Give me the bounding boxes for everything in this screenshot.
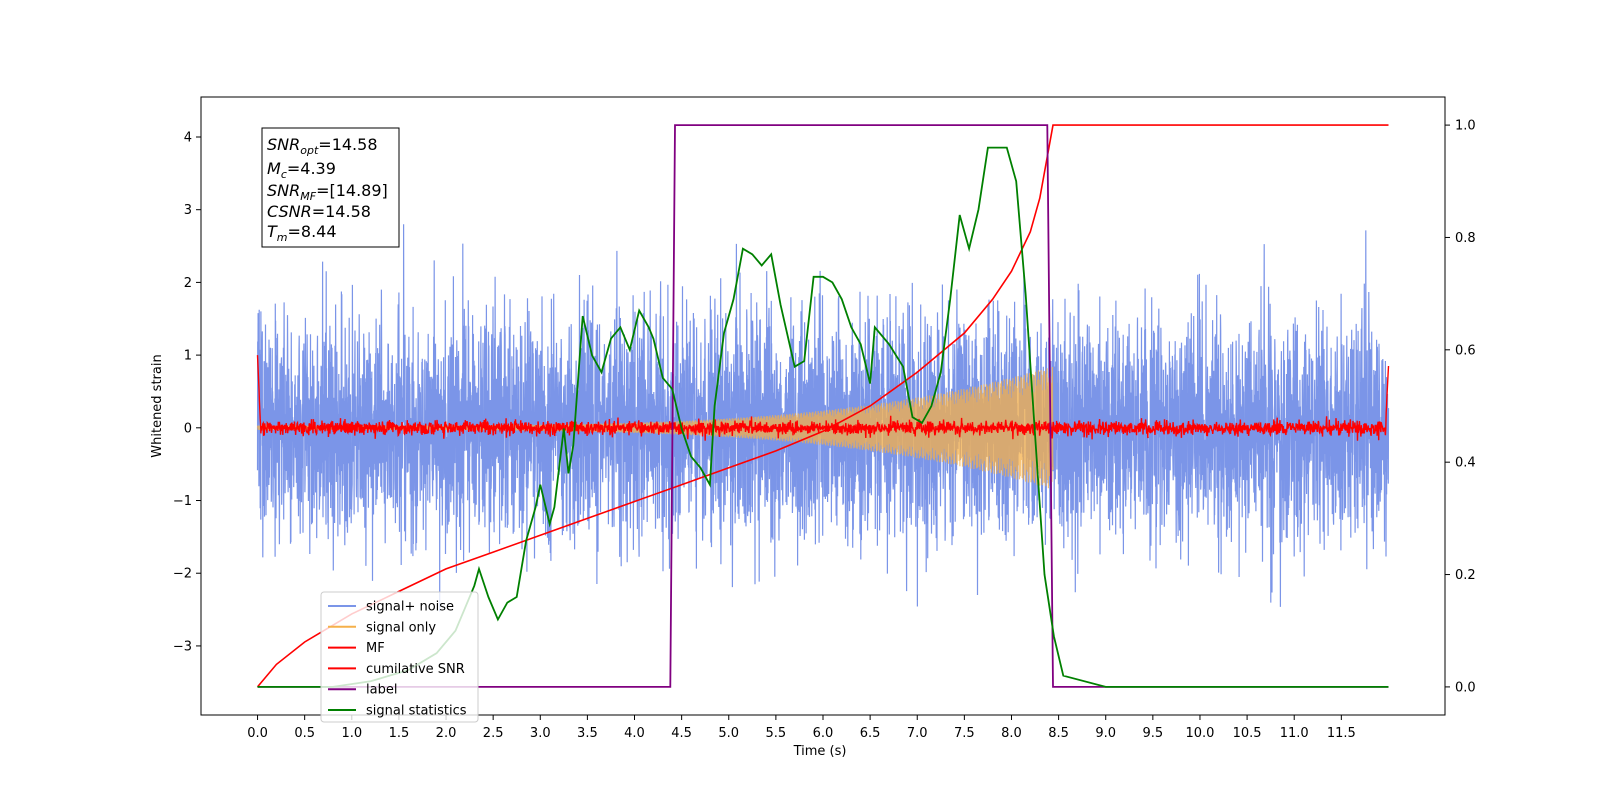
y-right-tick-label: 0.2 xyxy=(1455,568,1476,583)
x-tick-label: 5.5 xyxy=(766,726,787,741)
svg-text:SNRMF=[14.89]: SNRMF=[14.89] xyxy=(267,181,388,203)
x-tick-label: 6.0 xyxy=(813,726,834,741)
x-tick-label: 1.5 xyxy=(389,726,410,741)
y-right-tick-label: 0.6 xyxy=(1455,343,1476,358)
annotation-box: SNRopt=14.58 Mc=4.39 SNRMF=[14.89] CSNR=… xyxy=(262,128,399,247)
y-tick-label: 0 xyxy=(184,421,192,436)
y-axis-label: Whitened strain xyxy=(150,354,165,457)
y-right-tick-label: 0.4 xyxy=(1455,456,1476,471)
y-right-tick-label: 0.8 xyxy=(1455,231,1476,246)
x-tick-label: 7.0 xyxy=(907,726,928,741)
x-tick-label: 2.0 xyxy=(436,726,457,741)
x-tick-label: 6.5 xyxy=(860,726,881,741)
legend-label: MF xyxy=(366,641,385,656)
x-tick-label: 3.0 xyxy=(530,726,551,741)
y-tick-label: 2 xyxy=(184,276,192,291)
annotation-tm: 8.44 xyxy=(301,222,337,241)
y-tick-label: −1 xyxy=(173,494,192,509)
x-tick-label: 9.5 xyxy=(1143,726,1164,741)
x-tick-label: 8.5 xyxy=(1048,726,1069,741)
y-tick-label: 3 xyxy=(184,203,192,218)
x-tick-label: 9.0 xyxy=(1095,726,1116,741)
legend-label: label xyxy=(366,683,397,698)
y-tick-label: −2 xyxy=(173,567,192,582)
svg-text:CSNR=14.58: CSNR=14.58 xyxy=(267,202,371,221)
legend-label: signal+ noise xyxy=(366,600,454,615)
y-tick-label: 1 xyxy=(184,349,192,364)
x-tick-label: 10.5 xyxy=(1233,726,1262,741)
y-right-tick-label: 0.0 xyxy=(1455,680,1476,695)
y-right-tick-label: 1.0 xyxy=(1455,119,1476,134)
x-tick-label: 4.5 xyxy=(671,726,692,741)
svg-text:Mc=4.39: Mc=4.39 xyxy=(267,159,336,181)
svg-text:SNRopt=14.58: SNRopt=14.58 xyxy=(267,135,378,157)
annotation-snr-opt: 14.58 xyxy=(332,135,378,154)
legend-label: signal only xyxy=(366,620,436,635)
x-tick-label: 1.0 xyxy=(341,726,362,741)
y-tick-label: −3 xyxy=(173,639,192,654)
y-tick-label: 4 xyxy=(184,130,192,145)
x-tick-label: 10.0 xyxy=(1185,726,1214,741)
x-tick-label: 7.5 xyxy=(954,726,975,741)
x-tick-label: 3.5 xyxy=(577,726,598,741)
legend-label: signal statistics xyxy=(366,704,467,719)
x-tick-label: 0.5 xyxy=(294,726,315,741)
legend-label: cumilative SNR xyxy=(366,662,465,677)
annotation-mc: 4.39 xyxy=(300,159,336,178)
x-axis-label: Time (s) xyxy=(793,744,847,759)
x-tick-label: 11.0 xyxy=(1280,726,1309,741)
legend: signal+ noise signal only MF cumilative SNR… xyxy=(321,592,478,722)
x-tick-label: 8.0 xyxy=(1001,726,1022,741)
x-tick-label: 4.0 xyxy=(624,726,645,741)
x-tick-label: 2.5 xyxy=(483,726,504,741)
annotation-csnr: 14.58 xyxy=(325,202,371,221)
annotation-snr-mf: [14.89] xyxy=(329,181,387,200)
x-tick-label: 5.0 xyxy=(718,726,739,741)
x-tick-label: 11.5 xyxy=(1327,726,1356,741)
x-tick-label: 0.0 xyxy=(247,726,268,741)
